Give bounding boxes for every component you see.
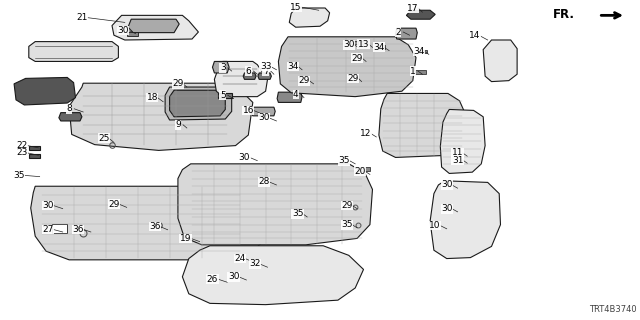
Text: 30: 30 — [258, 113, 269, 122]
Text: TRT4B3740: TRT4B3740 — [589, 305, 637, 314]
Text: 1: 1 — [410, 67, 415, 76]
Bar — [29, 154, 40, 158]
Text: 35: 35 — [341, 220, 353, 229]
Text: 14: 14 — [469, 31, 481, 40]
Polygon shape — [430, 181, 500, 259]
Bar — [415, 70, 426, 74]
Text: 35: 35 — [292, 209, 303, 218]
Bar — [419, 50, 427, 53]
Polygon shape — [243, 73, 256, 79]
Polygon shape — [406, 10, 435, 19]
Text: 7: 7 — [263, 67, 268, 76]
Polygon shape — [69, 83, 253, 150]
Polygon shape — [214, 61, 268, 97]
Polygon shape — [178, 164, 372, 245]
Text: 29: 29 — [351, 54, 363, 63]
Text: 24: 24 — [234, 254, 246, 263]
Text: 32: 32 — [249, 260, 260, 268]
Text: 9: 9 — [175, 120, 180, 129]
Polygon shape — [277, 92, 302, 102]
Text: 16: 16 — [243, 106, 254, 115]
Polygon shape — [170, 90, 225, 117]
Text: 35: 35 — [13, 171, 25, 180]
Text: 4: 4 — [293, 90, 298, 99]
Polygon shape — [396, 28, 417, 39]
Text: 29: 29 — [348, 74, 359, 83]
Text: 8: 8 — [67, 104, 72, 113]
Text: 30: 30 — [441, 204, 452, 213]
Polygon shape — [278, 37, 416, 97]
Text: 17: 17 — [407, 4, 419, 12]
Text: 29: 29 — [108, 200, 120, 209]
Text: 28: 28 — [258, 177, 269, 186]
Text: 15: 15 — [290, 3, 301, 12]
Bar — [127, 32, 138, 36]
Bar — [360, 41, 367, 44]
Text: 30: 30 — [239, 153, 250, 162]
Polygon shape — [128, 19, 179, 33]
Polygon shape — [258, 73, 271, 79]
Polygon shape — [112, 15, 198, 40]
Text: 25: 25 — [98, 134, 109, 143]
Text: 19: 19 — [180, 234, 191, 243]
Text: 20: 20 — [354, 167, 365, 176]
Text: 33: 33 — [260, 62, 271, 71]
Bar — [357, 167, 370, 171]
Text: 27: 27 — [42, 225, 54, 234]
Text: FR.: FR. — [553, 8, 575, 21]
Bar — [351, 41, 358, 44]
Text: 30: 30 — [42, 201, 54, 210]
Polygon shape — [31, 186, 266, 260]
Text: 29: 29 — [341, 201, 353, 210]
Text: 3: 3 — [220, 63, 225, 72]
Polygon shape — [483, 40, 517, 82]
Bar — [52, 224, 67, 233]
Polygon shape — [379, 93, 466, 157]
Text: 10: 10 — [429, 221, 441, 230]
Text: 29: 29 — [172, 79, 184, 88]
Polygon shape — [14, 77, 76, 105]
Polygon shape — [212, 61, 229, 73]
Text: 30: 30 — [117, 26, 129, 35]
Text: 18: 18 — [147, 93, 158, 102]
Bar — [29, 146, 40, 150]
Text: 34: 34 — [413, 47, 425, 56]
Text: 6: 6 — [246, 67, 251, 76]
Text: 30: 30 — [343, 40, 355, 49]
Text: 5: 5 — [220, 91, 225, 100]
Text: 26: 26 — [207, 275, 218, 284]
Text: 34: 34 — [287, 62, 299, 71]
Text: 35: 35 — [339, 156, 350, 165]
Polygon shape — [440, 109, 485, 173]
Text: 31: 31 — [452, 156, 463, 164]
Polygon shape — [289, 8, 330, 27]
Text: 22: 22 — [17, 141, 28, 150]
Polygon shape — [182, 246, 364, 305]
Text: 29: 29 — [298, 76, 310, 85]
Text: 30: 30 — [228, 272, 239, 281]
Text: 11: 11 — [452, 148, 463, 157]
Text: 23: 23 — [17, 148, 28, 157]
Text: 30: 30 — [441, 180, 452, 189]
Text: 21: 21 — [76, 13, 88, 22]
Text: 12: 12 — [360, 129, 372, 138]
Text: 13: 13 — [358, 40, 369, 49]
Text: 36: 36 — [72, 225, 84, 234]
Polygon shape — [29, 42, 118, 61]
Text: 34: 34 — [373, 43, 385, 52]
Bar — [378, 45, 385, 49]
Polygon shape — [59, 113, 82, 121]
Polygon shape — [218, 93, 232, 98]
Text: 36: 36 — [149, 222, 161, 231]
Text: 2: 2 — [396, 28, 401, 36]
Polygon shape — [251, 107, 275, 116]
Polygon shape — [165, 87, 232, 120]
